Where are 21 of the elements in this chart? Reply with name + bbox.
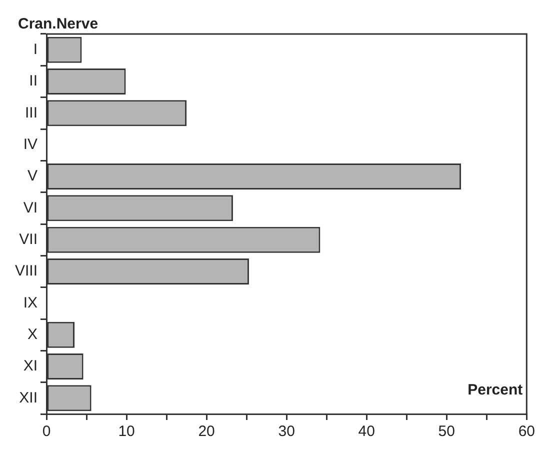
y-tick-label: IX	[23, 294, 38, 312]
x-tick-label: 0	[42, 423, 51, 440]
x-axis-title: Percent	[468, 382, 523, 399]
y-tick-label: IV	[23, 136, 38, 153]
y-tick-label: XI	[23, 358, 38, 375]
y-tick-label: VI	[23, 199, 38, 216]
y-axis-title: Cran.Nerve	[18, 16, 98, 33]
y-tick-label: II	[29, 72, 38, 90]
x-tick-label: 20	[198, 423, 215, 440]
y-tick-label: I	[33, 40, 38, 58]
y-tick-label: X	[27, 326, 38, 343]
x-tick-label: 30	[278, 423, 295, 440]
x-tick-label: 10	[118, 423, 135, 440]
y-tick-label: VII	[19, 230, 38, 248]
x-tick-label: 60	[518, 423, 535, 440]
y-tick-label: XII	[19, 389, 38, 406]
y-tick-label: V	[27, 168, 38, 185]
y-tick-label: VIII	[14, 262, 38, 280]
y-tick-label: III	[24, 104, 38, 122]
x-tick-label: 40	[358, 423, 375, 440]
x-tick-label: 50	[438, 423, 455, 440]
